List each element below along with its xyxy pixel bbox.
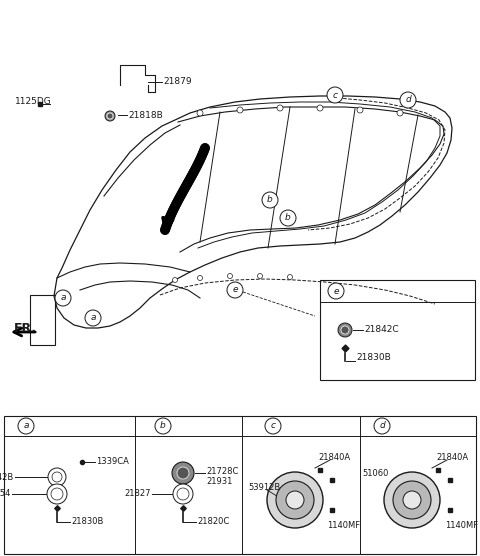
Circle shape <box>85 310 101 326</box>
Circle shape <box>374 418 390 434</box>
Circle shape <box>328 283 344 299</box>
Text: b: b <box>285 214 291 222</box>
Text: a: a <box>60 294 66 302</box>
Circle shape <box>172 277 178 282</box>
Text: 21820C: 21820C <box>197 517 229 525</box>
Text: a: a <box>23 421 29 430</box>
Text: 21827: 21827 <box>124 489 151 499</box>
Text: 1140MF: 1140MF <box>327 520 360 529</box>
Text: b: b <box>267 196 273 205</box>
Circle shape <box>393 481 431 519</box>
Circle shape <box>397 110 403 116</box>
Circle shape <box>172 462 194 484</box>
Circle shape <box>177 467 189 479</box>
Circle shape <box>197 110 203 116</box>
Circle shape <box>18 418 34 434</box>
Circle shape <box>341 326 349 334</box>
Circle shape <box>267 472 323 528</box>
Text: d: d <box>379 421 385 430</box>
Circle shape <box>262 192 278 208</box>
Circle shape <box>403 491 421 509</box>
Text: 21830B: 21830B <box>71 517 103 525</box>
Text: e: e <box>333 286 339 295</box>
Text: 21842B: 21842B <box>0 473 14 481</box>
Circle shape <box>155 418 171 434</box>
Text: 53912B: 53912B <box>248 483 280 492</box>
Text: d: d <box>405 96 411 105</box>
Circle shape <box>257 274 263 279</box>
Circle shape <box>384 472 440 528</box>
Circle shape <box>107 113 113 119</box>
Circle shape <box>48 468 66 486</box>
Text: 21818B: 21818B <box>128 111 163 120</box>
Circle shape <box>317 105 323 111</box>
Text: FR.: FR. <box>14 322 37 335</box>
Circle shape <box>327 87 343 103</box>
Text: 21830B: 21830B <box>356 353 391 361</box>
Text: 21840A: 21840A <box>436 454 468 463</box>
Text: a: a <box>90 314 96 322</box>
Text: 21931: 21931 <box>206 476 232 485</box>
Text: c: c <box>271 421 276 430</box>
Text: c: c <box>333 91 337 100</box>
Circle shape <box>288 275 292 280</box>
Circle shape <box>280 210 296 226</box>
Text: 65554: 65554 <box>0 489 11 499</box>
Circle shape <box>173 484 193 504</box>
Circle shape <box>52 472 62 482</box>
Circle shape <box>47 484 67 504</box>
Circle shape <box>237 107 243 113</box>
Text: 21728C: 21728C <box>206 466 239 475</box>
Text: 1140MF: 1140MF <box>445 520 478 529</box>
Circle shape <box>55 290 71 306</box>
Circle shape <box>227 282 243 298</box>
Circle shape <box>265 418 281 434</box>
Circle shape <box>197 276 203 280</box>
Circle shape <box>400 92 416 108</box>
Text: 1125DG: 1125DG <box>15 97 52 107</box>
Text: 21842C: 21842C <box>364 325 398 335</box>
Circle shape <box>357 107 363 113</box>
Text: e: e <box>232 285 238 295</box>
Circle shape <box>228 274 232 279</box>
Circle shape <box>276 481 314 519</box>
Text: 51060: 51060 <box>362 469 388 479</box>
Circle shape <box>177 488 189 500</box>
Circle shape <box>105 111 115 121</box>
Text: 21840A: 21840A <box>318 454 350 463</box>
Text: 1339CA: 1339CA <box>96 458 129 466</box>
Circle shape <box>51 488 63 500</box>
Text: b: b <box>160 421 166 430</box>
Circle shape <box>338 323 352 337</box>
Circle shape <box>277 105 283 111</box>
Circle shape <box>286 491 304 509</box>
Text: 21879: 21879 <box>163 77 192 87</box>
